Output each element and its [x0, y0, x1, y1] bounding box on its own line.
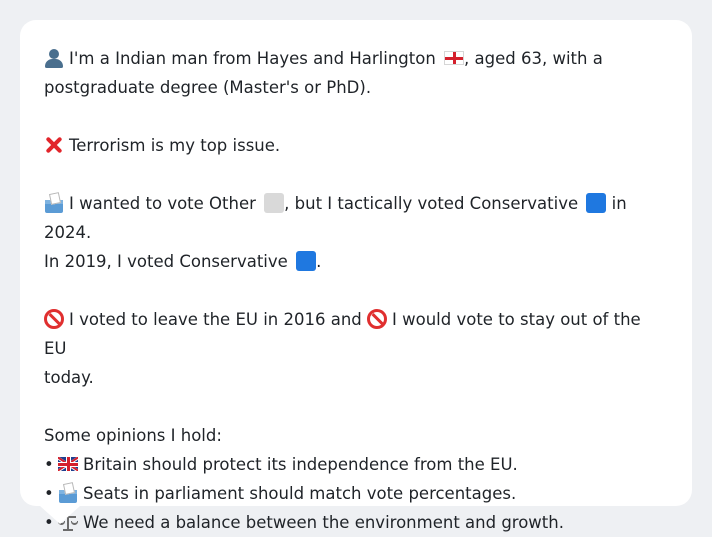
- blue-square-icon: [296, 251, 317, 271]
- top-issue-text: Terrorism is my top issue.: [69, 136, 281, 155]
- eu-text-1b: I would vote to stay out of the EU: [44, 310, 641, 358]
- vote-text-2b: .: [316, 252, 322, 271]
- opinion-item: • We need a balance between the environme…: [44, 508, 668, 537]
- cross-mark-icon: [44, 135, 64, 155]
- bullet: •: [44, 484, 54, 503]
- england-flag-icon: [444, 51, 465, 65]
- profile-text-1-tail: , aged 63, with a: [464, 49, 603, 68]
- bullet: •: [44, 455, 54, 474]
- grey-square-icon: [264, 193, 285, 213]
- opinions-paragraph: Some opinions I hold: • Britain should pr…: [44, 421, 668, 537]
- eu-text-1a: I voted to leave the EU in 2016 and: [69, 310, 362, 329]
- eu-line-1: I voted to leave the EU in 2016 and I wo…: [44, 305, 668, 363]
- no-entry-icon: [367, 309, 388, 329]
- opinions-heading: Some opinions I hold:: [44, 426, 222, 445]
- opinion-item: • Britain should protect its independence…: [44, 450, 668, 479]
- opinion-text: We need a balance between the environmen…: [83, 513, 564, 532]
- vote-line-2: In 2019, I voted Conservative .: [44, 247, 668, 276]
- message-bubble: I'm a Indian man from Hayes and Harlingt…: [20, 20, 692, 532]
- opinion-text: Seats in parliament should match vote pe…: [83, 484, 517, 503]
- person-icon: [44, 48, 64, 68]
- ballot-box-icon: [58, 482, 78, 503]
- top-issue-line: Terrorism is my top issue.: [44, 131, 668, 160]
- top-issue-paragraph: Terrorism is my top issue.: [44, 131, 668, 160]
- vote-text-1c: in 2024.: [44, 194, 627, 242]
- opinion-text: Britain should protect its independence …: [83, 455, 518, 474]
- vote-text-2a: In 2019, I voted Conservative: [44, 252, 288, 271]
- blue-square-icon: [586, 193, 607, 213]
- vote-paragraph: I wanted to vote Other , but I tacticall…: [44, 189, 668, 276]
- bubble-tail: [40, 506, 80, 524]
- profile-line-1: I'm a Indian man from Hayes and Harlingt…: [44, 44, 668, 73]
- profile-text-1: I'm a Indian man from Hayes and Harlingt…: [69, 49, 436, 68]
- vote-text-1b: , but I tactically voted Conservative: [284, 194, 579, 213]
- eu-paragraph: I voted to leave the EU in 2016 and I wo…: [44, 305, 668, 392]
- profile-paragraph: I'm a Indian man from Hayes and Harlingt…: [44, 44, 668, 102]
- opinion-item: • Seats in parliament should match vote p…: [44, 479, 668, 508]
- no-entry-icon: [44, 309, 64, 329]
- profile-line-2: postgraduate degree (Master's or PhD).: [44, 78, 372, 97]
- vote-line-1: I wanted to vote Other , but I tacticall…: [44, 189, 668, 247]
- ballot-box-icon: [44, 192, 64, 213]
- vote-text-1a: I wanted to vote Other: [69, 194, 256, 213]
- uk-flag-icon: [58, 457, 78, 471]
- eu-line-2: today.: [44, 368, 94, 387]
